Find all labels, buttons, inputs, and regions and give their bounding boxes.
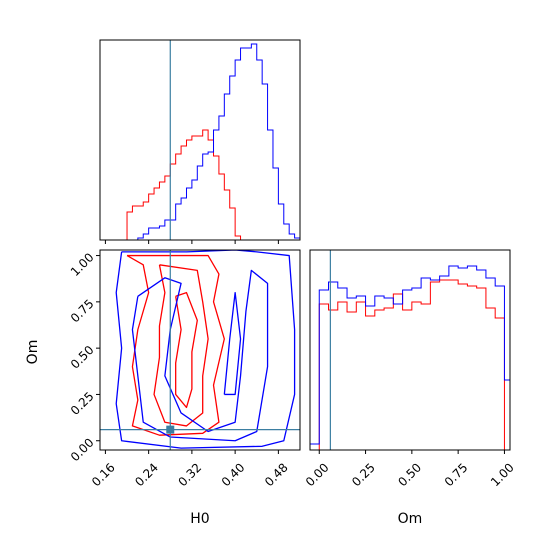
om-hist-series-1 — [309, 265, 511, 450]
joint-xtick-label-4: 0.48 — [262, 460, 291, 489]
contour-series-0-level-1 — [153, 264, 209, 427]
contour-series-1-level-0 — [115, 250, 296, 449]
om-panel-frame — [309, 249, 511, 451]
x-axis-label-h0: H0 — [190, 511, 209, 527]
joint-ytick-label-0: 0.00 — [68, 435, 97, 464]
joint-xtick-label-2: 0.32 — [175, 460, 204, 489]
joint-contour-panel: 0.16 0.24 0.32 0.40 0.48 0.00 0.25 0.50 0.75 1.00 — [68, 249, 301, 489]
joint-ytick-label-4: 1.00 — [68, 250, 97, 279]
om-xtick-label-4: 1.00 — [488, 460, 517, 489]
contour-series-1-level-1 — [131, 269, 269, 442]
om-xtick-label-1: 0.25 — [349, 460, 378, 489]
joint-contours — [115, 250, 296, 449]
y-axis-label-om: Om — [25, 340, 41, 365]
contour-series-0-level-2 — [175, 291, 198, 409]
h0-panel-frame — [99, 39, 301, 241]
h0-hist-series-1 — [127, 43, 301, 241]
joint-xtick-label-3: 0.40 — [219, 460, 248, 489]
joint-ytick-label-1: 0.25 — [68, 389, 97, 418]
om-marginal-panel: 0.00 0.25 0.50 0.75 1.00 — [303, 249, 517, 489]
joint-xtick-label-0: 0.16 — [89, 460, 118, 489]
joint-ytick-label-3: 0.75 — [68, 297, 97, 326]
contour-series-1-level-2 — [223, 291, 242, 396]
om-xtick-label-0: 0.00 — [303, 460, 332, 489]
joint-panel-frame — [99, 249, 301, 451]
joint-xtick-label-1: 0.24 — [132, 460, 161, 489]
om-xtick-label-3: 0.75 — [442, 460, 471, 489]
contour-series-0-level-0 — [126, 254, 225, 436]
x-axis-label-om: Om — [398, 511, 423, 527]
joint-truth-marker — [166, 425, 175, 434]
om-hist-series-0 — [310, 279, 510, 451]
om-xtick-label-2: 0.50 — [395, 460, 424, 489]
h0-marginal-panel — [99, 39, 301, 244]
joint-ytick-label-2: 0.50 — [68, 343, 97, 372]
